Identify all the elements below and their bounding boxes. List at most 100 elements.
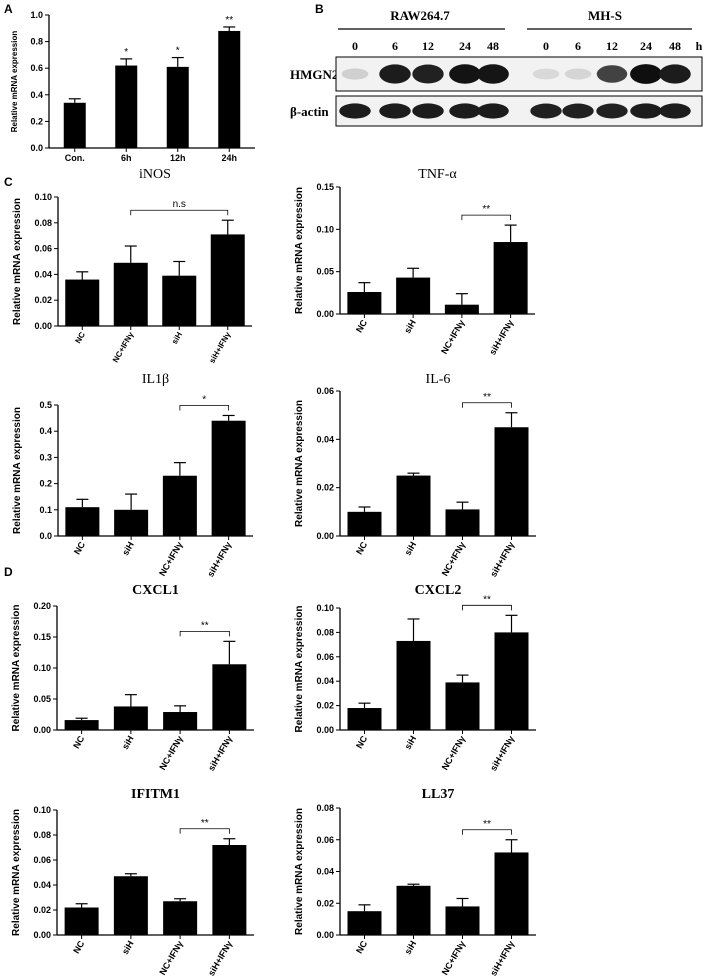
significance-mark: *: [176, 46, 180, 57]
bar: [212, 845, 247, 935]
bar: [63, 102, 86, 148]
wb-lane-label: 0: [352, 39, 358, 53]
wb-lane-label: 48: [487, 39, 499, 53]
bar: [212, 664, 247, 730]
panel-letter-a: A: [4, 2, 13, 16]
y-axis-label: Relative mRNA expression: [294, 400, 305, 527]
y-tick-label: 0.08: [34, 218, 52, 228]
y-tick-label: 0.04: [33, 880, 51, 890]
y-tick-label: 0.05: [33, 694, 51, 704]
x-tick-label: NC: [72, 540, 87, 557]
y-tick-label: 0.02: [316, 701, 334, 711]
x-tick-label: NC+IFNγ: [440, 734, 468, 772]
y-tick-label: 0.04: [34, 269, 52, 279]
y-tick-label: 0.15: [33, 632, 51, 642]
y-tick-label: 0.00: [316, 930, 334, 940]
x-tick-label: NC+IFNγ: [440, 939, 468, 977]
wb-group-label-mhs: MH-S: [588, 8, 622, 23]
y-tick-label: 0.06: [34, 244, 52, 254]
significance-mark: *: [124, 47, 128, 58]
y-tick-label: 0.20: [33, 601, 51, 611]
bar: [115, 65, 138, 148]
y-tick-label: 0.04: [316, 676, 334, 686]
x-tick-label: NC+IFNγ: [157, 540, 185, 578]
y-axis-label: Relative mRNA expression: [11, 809, 22, 936]
bar: [163, 901, 198, 935]
y-tick-label: 0.08: [316, 803, 334, 813]
y-tick-label: 0.10: [33, 805, 51, 815]
chart-title: IL-6: [426, 372, 451, 387]
wb-lane-label: 24: [459, 39, 471, 53]
bar: [445, 682, 480, 730]
bar: [113, 876, 148, 935]
bracket-label: **: [483, 392, 491, 403]
x-tick-label: 12h: [170, 153, 186, 163]
x-tick-label: NC: [354, 540, 369, 557]
wb-lane-label: 48: [669, 39, 681, 53]
comparison-bracket: [179, 828, 230, 834]
chart-il1b: IL1β Relative mRNA expression 0.0 0.1 0.2 0.3…: [12, 372, 253, 579]
x-tick-label: siH: [170, 330, 184, 345]
bar: [64, 907, 99, 935]
y-tick-label: 0.00: [316, 725, 334, 735]
x-tick-label: siH+IFNγ: [206, 939, 234, 978]
x-tick-label: siH+IFNγ: [206, 734, 234, 773]
bar: [218, 30, 241, 148]
x-tick-label: NC: [354, 939, 369, 956]
bar: [494, 632, 529, 730]
bracket-label: **: [201, 620, 209, 631]
bar: [163, 712, 198, 730]
y-tick-label: 0.08: [316, 627, 334, 637]
bracket-label: *: [202, 394, 206, 405]
wb-row-label-actin: β-actin: [290, 104, 329, 119]
bar: [444, 304, 479, 314]
comparison-bracket: [179, 405, 230, 411]
bar: [114, 509, 149, 536]
bar: [210, 234, 245, 326]
chart-title: IFITM1: [131, 787, 180, 802]
significance-mark: **: [225, 15, 233, 26]
x-tick-label: siH: [403, 734, 419, 751]
y-tick-label: 0.0: [39, 531, 52, 541]
bar: [396, 640, 431, 730]
bar: [494, 852, 529, 935]
y-axis-label: Relative mRNA expression: [11, 605, 22, 732]
x-tick-label: 24h: [221, 153, 237, 163]
panel-letter-d: D: [4, 565, 13, 579]
y-tick-label: 0.5: [39, 400, 52, 410]
bracket-label: **: [483, 594, 491, 605]
y-tick-label: 0.05: [316, 267, 334, 277]
wb-group-label-raw: RAW264.7: [390, 8, 450, 23]
wb-band: [659, 103, 691, 119]
wb-band: [630, 64, 662, 84]
chart-il6: IL-6 Relative mRNA expression 0.00 0.02 0.04…: [294, 372, 536, 579]
wb-band: [379, 103, 411, 119]
chart-ll37: LL37 Relative mRNA expression 0.00 0.02 0.04…: [294, 787, 536, 978]
bar: [493, 242, 528, 314]
wb-lane-label: 0: [543, 39, 549, 53]
chart-title: TNF-α: [418, 167, 457, 182]
y-tick-label: 0.15: [316, 182, 334, 192]
wb-band: [564, 68, 592, 80]
panel-letter-b: B: [315, 2, 324, 16]
wb-lane-label: 6: [392, 39, 398, 53]
x-tick-label: siH+IFNγ: [487, 318, 515, 357]
wb-band: [532, 68, 560, 80]
y-tick-label: 0.4: [30, 90, 43, 100]
bar: [445, 906, 480, 935]
wb-band: [339, 103, 371, 119]
wb-band: [596, 103, 628, 119]
wb-band: [379, 64, 411, 84]
bar: [211, 420, 246, 536]
chart-cxcl2: CXCL2 Relative mRNA expression 0.00 0.02 0.0…: [294, 583, 536, 773]
bar: [347, 911, 382, 935]
comparison-bracket: [462, 604, 512, 611]
y-tick-label: 0.10: [316, 603, 334, 613]
y-tick-label: 0.06: [316, 835, 334, 845]
y-tick-label: 0.6: [30, 63, 43, 73]
comparison-bracket: [462, 402, 512, 408]
x-tick-label: siH: [403, 540, 419, 557]
y-tick-label: 0.06: [33, 855, 51, 865]
bracket-label: **: [483, 819, 491, 830]
